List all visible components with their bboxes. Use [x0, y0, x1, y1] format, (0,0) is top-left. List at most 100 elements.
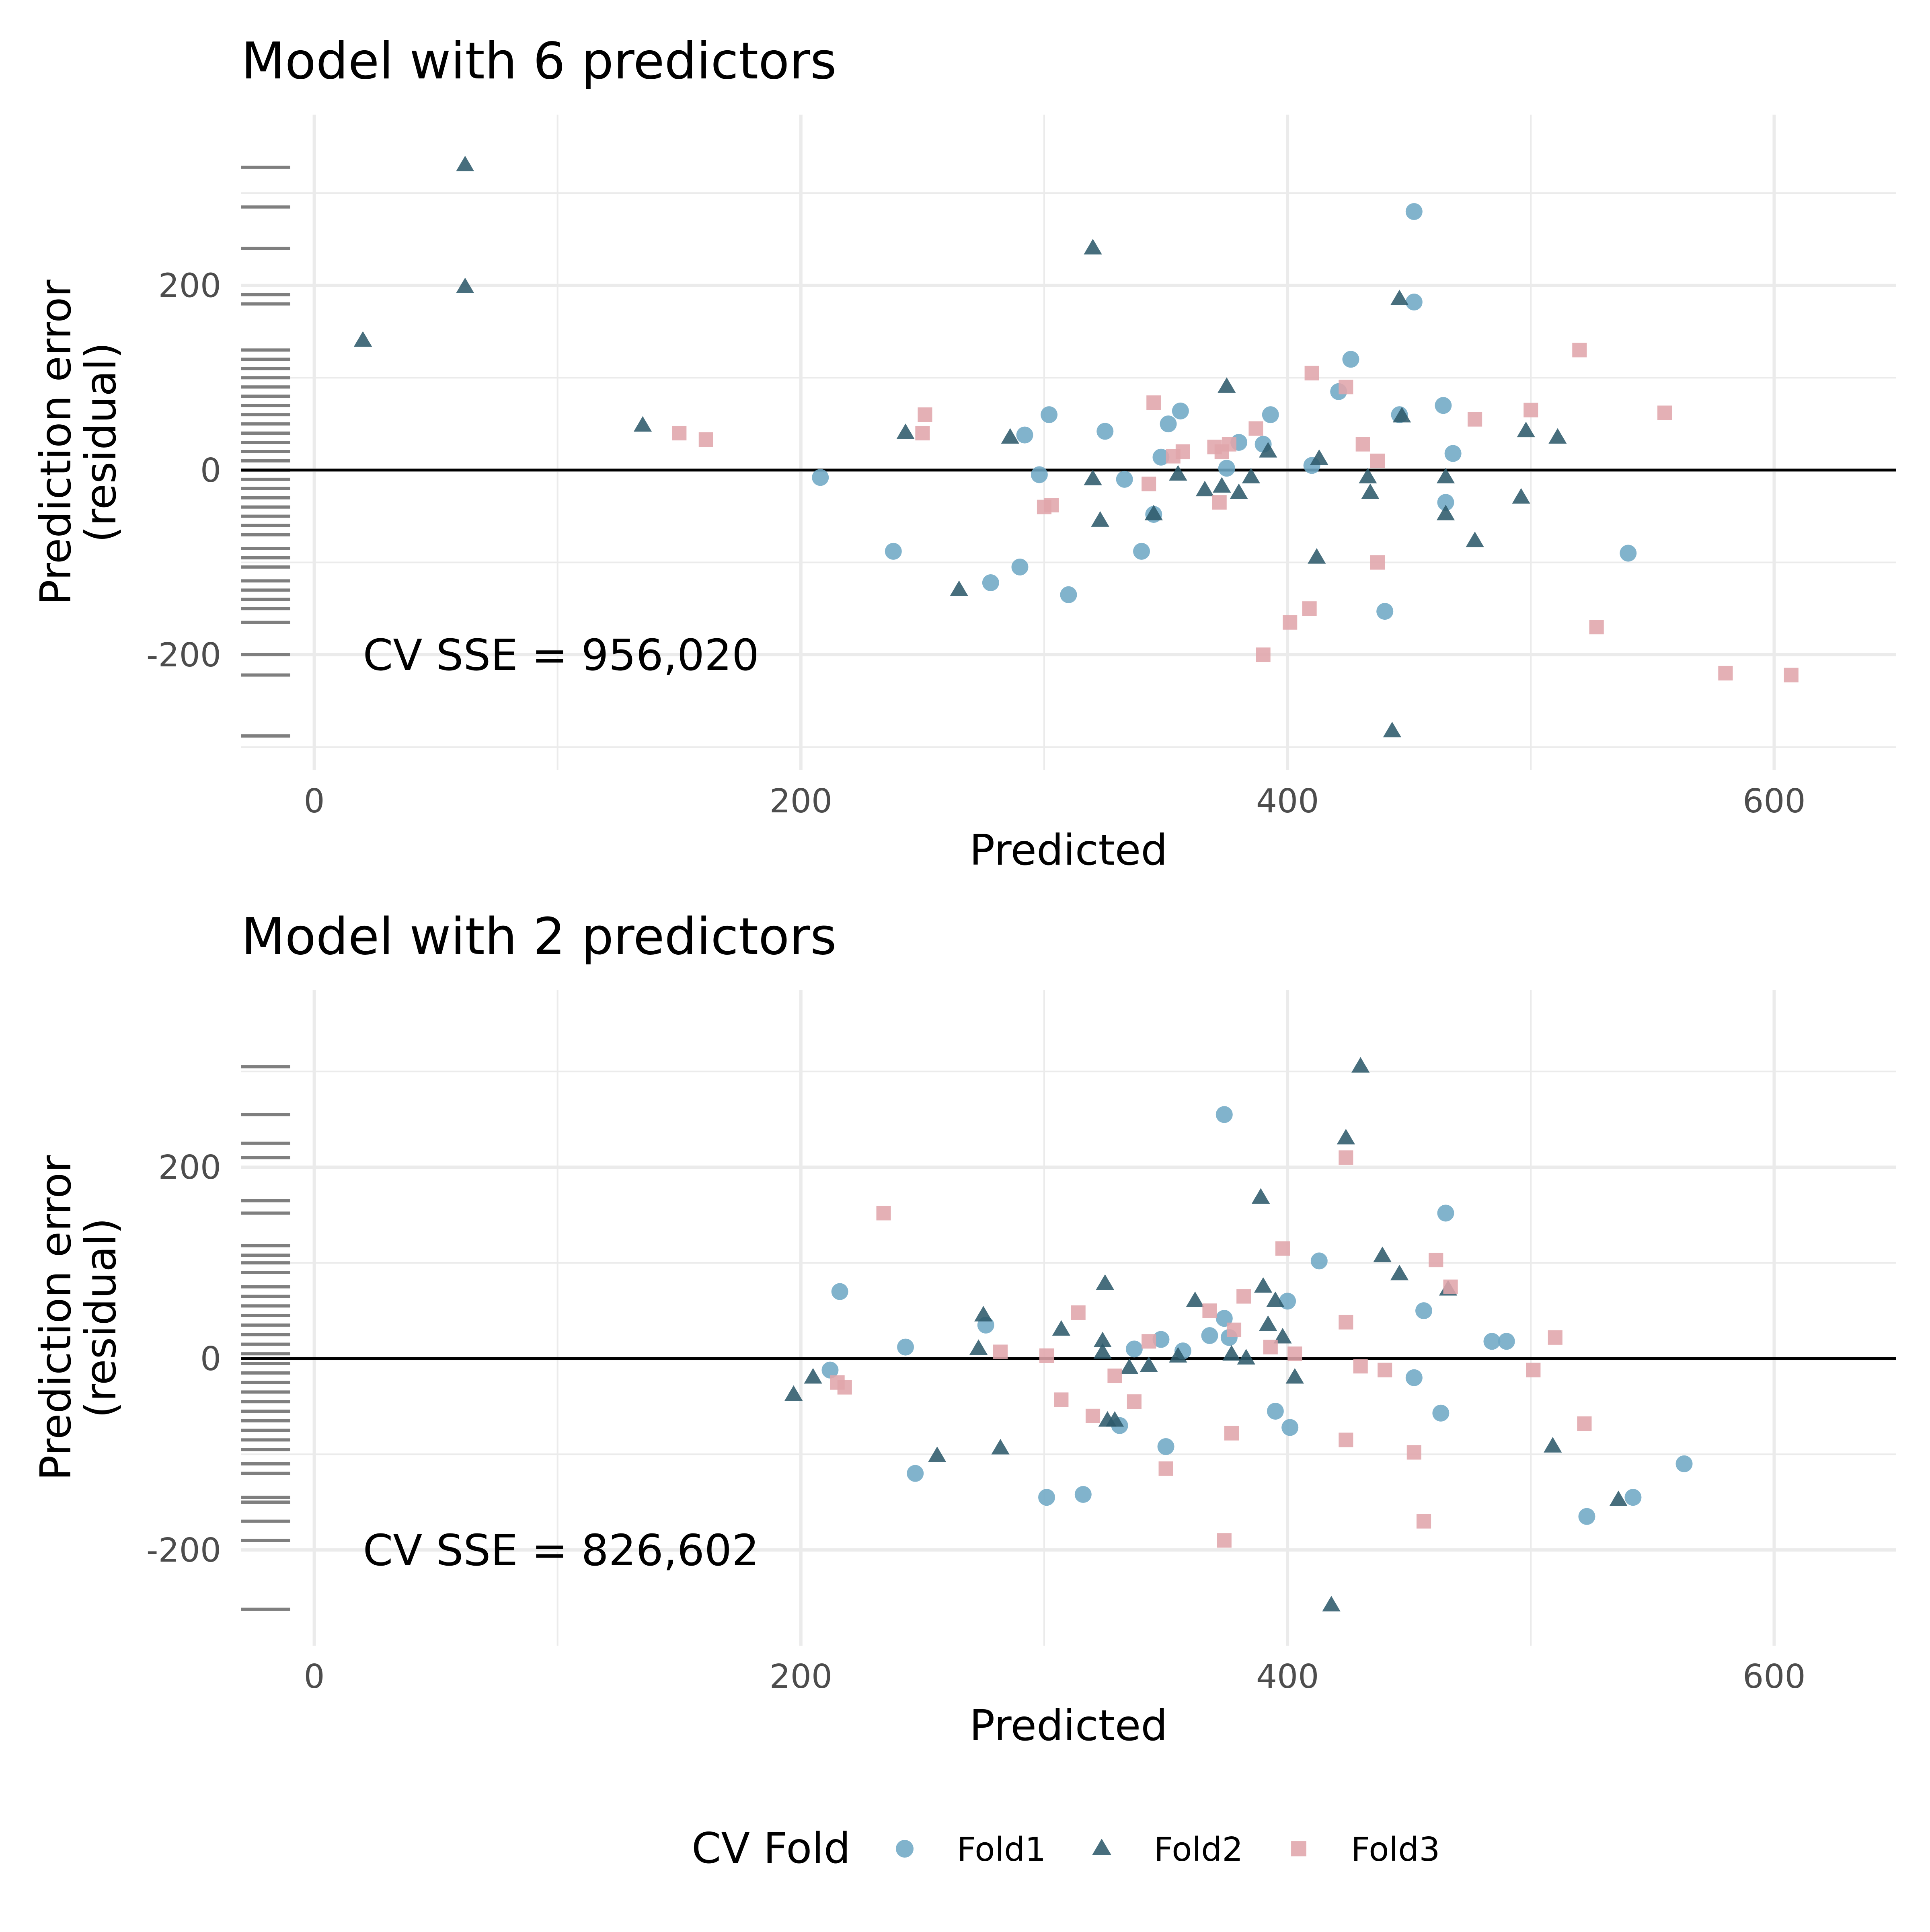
data-point-fold2 [456, 277, 474, 293]
data-point-fold2 [1383, 721, 1402, 738]
data-point-fold3 [1589, 620, 1604, 635]
data-point-fold3 [1339, 1433, 1353, 1447]
data-point-fold3 [1226, 1322, 1242, 1337]
data-point-fold2 [784, 1385, 803, 1401]
data-point-fold2 [804, 1368, 822, 1384]
data-point-fold3 [1236, 1289, 1251, 1304]
y-tick-label: 200 [158, 1149, 221, 1187]
data-point-fold3 [1302, 601, 1317, 616]
data-point-fold2 [633, 416, 652, 432]
data-point-fold2 [1548, 428, 1567, 444]
data-point-fold2 [1259, 442, 1277, 458]
x-axis-title: Predicted [969, 1701, 1168, 1750]
data-point-fold2 [1001, 428, 1019, 444]
data-point-fold3 [1256, 647, 1271, 662]
data-point-fold2 [1213, 477, 1231, 493]
data-point-fold3 [1657, 405, 1672, 420]
data-point-fold3 [672, 425, 687, 441]
data-point-fold3 [1275, 1241, 1290, 1256]
data-point-fold1 [831, 1283, 848, 1300]
y-axis-title: Prediction error(residual) [31, 1155, 125, 1481]
data-point-fold3 [1146, 395, 1161, 410]
data-point-fold2 [1195, 481, 1214, 497]
data-point-fold3 [1370, 453, 1385, 468]
legend-item-fold2: Fold2 [1092, 1831, 1243, 1869]
data-point-fold2 [1254, 1277, 1273, 1293]
data-point-fold1 [1157, 1438, 1174, 1455]
y-axis-title-line: (residual) [76, 342, 125, 543]
data-point-fold1 [1624, 1489, 1642, 1506]
data-point-fold1 [1262, 406, 1279, 423]
cv-sse-annotation: CV SSE = 956,020 [363, 631, 760, 680]
data-point-fold1 [1116, 471, 1133, 488]
legend-key-fold1 [896, 1840, 914, 1858]
data-point-fold2 [1322, 1596, 1341, 1611]
x-tick-label: 400 [1256, 1658, 1319, 1696]
data-point-fold3 [1339, 1150, 1353, 1165]
data-point-fold3 [1222, 437, 1236, 452]
data-point-fold2 [1237, 1349, 1255, 1365]
data-point-fold3 [1443, 1279, 1458, 1294]
data-point-fold3 [1158, 1461, 1173, 1476]
data-point-fold1 [1011, 558, 1029, 575]
data-point-fold3 [1142, 1334, 1156, 1349]
data-point-fold1 [1133, 543, 1150, 560]
legend-key-fold2 [1092, 1838, 1111, 1855]
data-point-fold2 [1169, 465, 1187, 481]
data-point-fold3 [1142, 477, 1156, 491]
data-point-fold2 [1436, 505, 1455, 520]
data-point-fold2 [1091, 511, 1109, 527]
y-tick-label: 0 [200, 1340, 221, 1378]
data-point-fold2 [1544, 1437, 1562, 1453]
data-point-fold3 [1406, 1445, 1421, 1460]
data-point-fold1 [1096, 423, 1114, 440]
data-point-fold3 [1577, 1416, 1592, 1431]
data-point-fold3 [1212, 495, 1227, 510]
data-point-fold3 [1044, 498, 1059, 513]
data-point-fold3 [1071, 1305, 1086, 1320]
data-point-fold2 [1517, 421, 1535, 438]
data-point-fold1 [982, 574, 999, 591]
data-point-fold3 [1287, 1346, 1302, 1361]
data-point-fold2 [974, 1306, 993, 1322]
x-tick-label: 200 [770, 1658, 833, 1696]
y-axis-title-line: (residual) [76, 1218, 125, 1418]
data-point-fold1 [1342, 351, 1359, 368]
data-point-fold3 [1217, 1533, 1232, 1548]
data-point-fold1 [1444, 445, 1462, 462]
data-point-fold1 [1437, 494, 1454, 511]
data-point-fold3 [1526, 1363, 1541, 1377]
data-point-fold3 [1283, 615, 1298, 630]
y-axis-title: Prediction error(residual) [31, 280, 125, 605]
data-point-fold1 [1405, 1369, 1423, 1386]
data-point-fold2 [991, 1439, 1010, 1455]
data-point-fold1 [1074, 1486, 1092, 1503]
y-tick-label: -200 [146, 1531, 221, 1570]
data-point-fold1 [907, 1465, 924, 1482]
data-point-fold1 [1016, 426, 1033, 444]
data-point-fold2 [1242, 468, 1261, 483]
data-point-fold2 [928, 1446, 947, 1462]
data-point-fold2 [1285, 1368, 1304, 1384]
data-point-fold1 [1435, 397, 1452, 414]
data-point-fold2 [1512, 488, 1530, 504]
data-point-fold1 [1578, 1508, 1595, 1525]
data-point-fold3 [876, 1206, 891, 1221]
data-point-fold2 [1466, 531, 1484, 547]
data-point-fold2 [1361, 483, 1380, 499]
y-tick-label: 0 [200, 452, 221, 490]
legend-label: Fold1 [957, 1831, 1046, 1869]
x-tick-label: 0 [304, 1658, 324, 1696]
series-fold2 [353, 156, 1567, 738]
data-point-fold3 [1107, 1368, 1122, 1383]
data-point-fold1 [1267, 1403, 1284, 1420]
data-point-fold2 [896, 423, 915, 439]
data-point-fold1 [1432, 1404, 1450, 1422]
data-point-fold1 [1031, 466, 1048, 483]
data-point-fold3 [1127, 1394, 1142, 1409]
data-point-fold1 [1483, 1333, 1501, 1350]
data-point-fold2 [1140, 1357, 1158, 1372]
data-point-fold3 [1353, 1359, 1368, 1374]
legend: CV Fold Fold1 Fold2 Fold3 [692, 1824, 1440, 1873]
